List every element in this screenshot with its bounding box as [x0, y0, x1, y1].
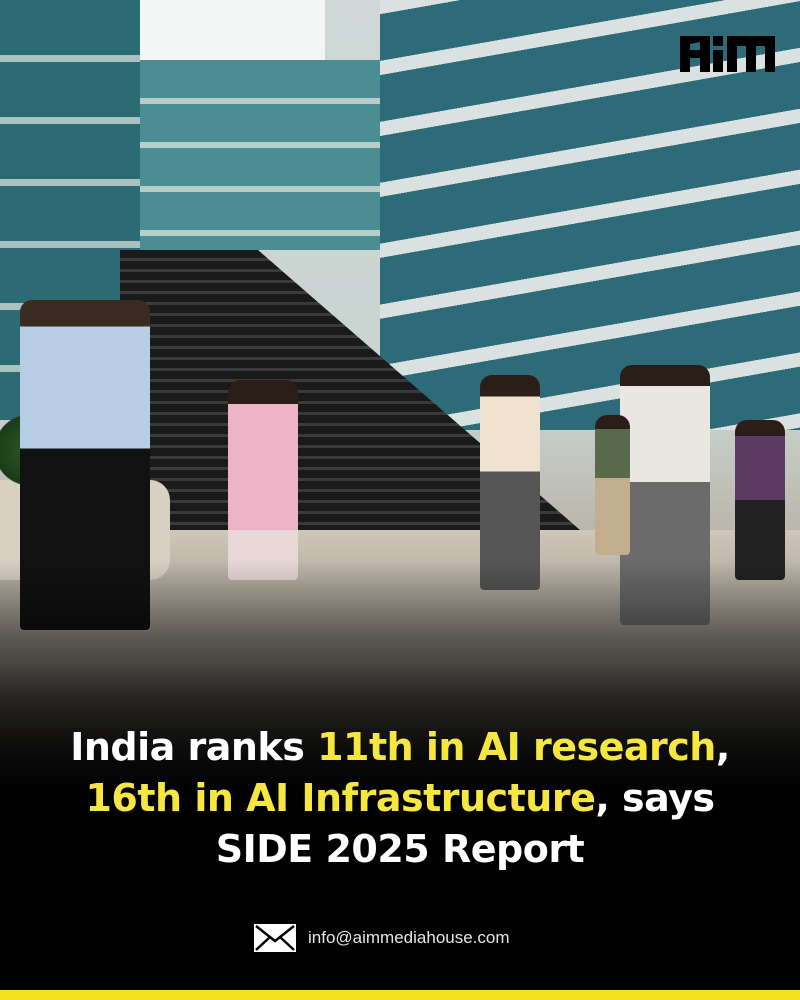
headline-text: SIDE 2025 Report: [215, 827, 585, 871]
building-middle: [115, 60, 395, 250]
headline-highlight: 16th in AI Infrastructure: [85, 776, 596, 820]
headline-text: , says: [595, 776, 715, 820]
headline-text: India ranks: [70, 725, 318, 769]
person: [595, 415, 630, 555]
headline-highlight: 11th in AI research: [317, 725, 716, 769]
person: [480, 375, 540, 590]
email-link[interactable]: info@aimmediahouse.com: [308, 928, 510, 947]
headline-line-1: India ranks 11th in AI research,: [0, 722, 800, 773]
envelope-icon: [254, 924, 296, 952]
headline-text: ,: [715, 725, 730, 769]
dark-gradient-overlay: [0, 560, 800, 1000]
person: [228, 380, 298, 580]
person: [735, 420, 785, 580]
bottom-accent-bar: [0, 990, 800, 1000]
headline-line-2: 16th in AI Infrastructure, says: [0, 773, 800, 824]
contact-info: info@aimmediahouse.com: [254, 924, 510, 952]
headline-line-3: SIDE 2025 Report: [0, 824, 800, 875]
aim-logo: [680, 36, 775, 72]
headline: India ranks 11th in AI research, 16th in…: [0, 722, 800, 875]
